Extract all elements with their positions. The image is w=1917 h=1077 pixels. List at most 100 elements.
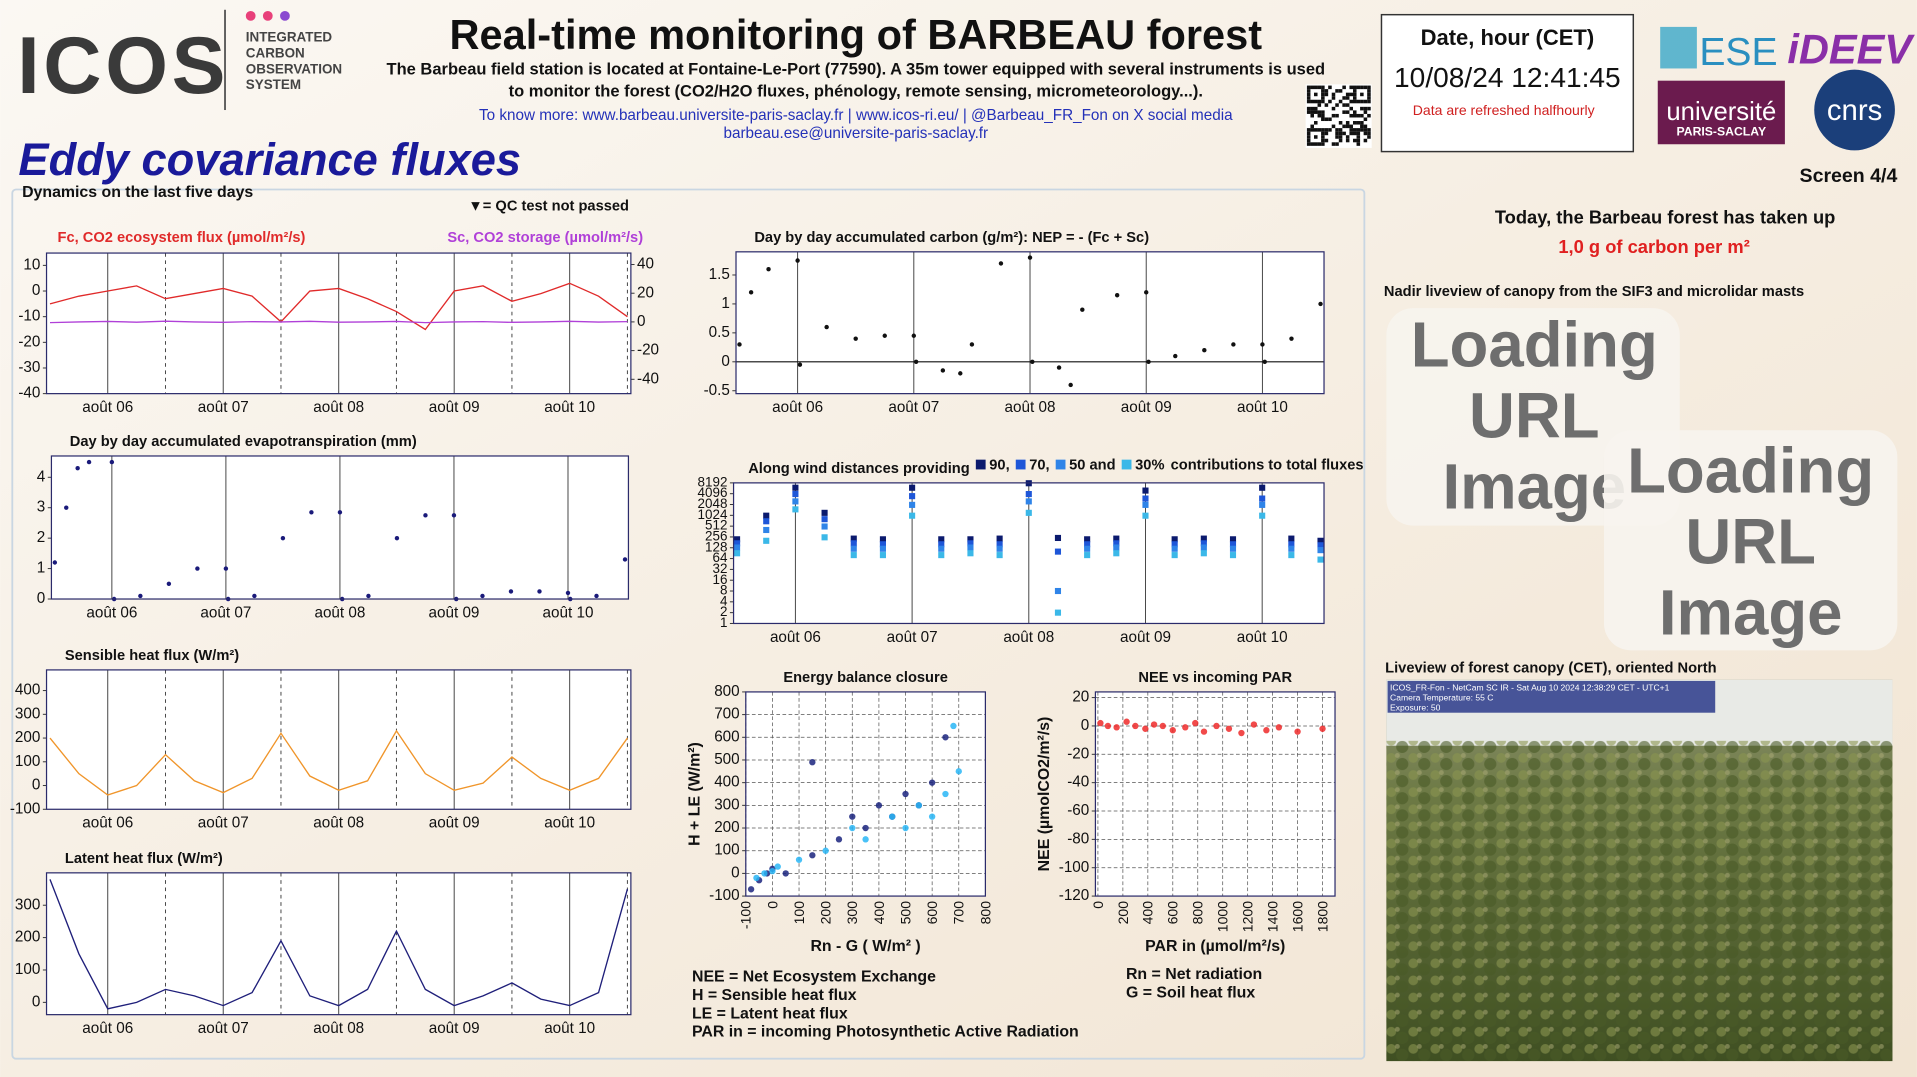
series-line: [49, 729, 628, 796]
point: [1225, 725, 1233, 732]
point: [1169, 727, 1176, 734]
qr-cell: [1310, 124, 1314, 129]
x-tick-label: août 06: [770, 629, 821, 646]
point: [1132, 722, 1139, 730]
cnrs-logo: cnrs: [1827, 94, 1882, 127]
point: [1056, 365, 1062, 370]
qr-cell: [1306, 138, 1311, 143]
x-tick-label: 100: [791, 901, 807, 925]
point: [938, 545, 945, 552]
point: [1200, 540, 1207, 547]
ups-logo: université: [1666, 98, 1776, 126]
qr-cell: [1317, 142, 1322, 146]
point: [853, 336, 858, 341]
x-axis-label: PAR in (µmol/m²/s): [1145, 938, 1285, 955]
point: [1192, 719, 1199, 727]
point: [998, 261, 1004, 266]
y-tick-label: 1024: [698, 507, 728, 522]
qr-cell: [1345, 138, 1350, 143]
chart: août 06 août 07 août 08 août 09 août 10 300 20…: [15, 851, 632, 1037]
qr-cell: [1317, 110, 1322, 114]
y2-tick-label: -40: [637, 370, 659, 387]
point: [913, 359, 919, 365]
point: [824, 324, 829, 330]
point: [480, 593, 485, 599]
qr-cell: [1313, 110, 1318, 114]
x-tick-label: août 10: [544, 815, 595, 832]
point: [1142, 487, 1149, 494]
x-tick-label: août 09: [429, 815, 480, 832]
ese-icon: [1660, 26, 1697, 69]
y-tick-label: 64: [712, 550, 727, 565]
point: [850, 540, 857, 547]
point: [938, 536, 945, 543]
qr-cell: [1331, 113, 1336, 118]
point: [1260, 342, 1265, 347]
point: [1025, 498, 1032, 505]
y-tick-label: 0: [721, 353, 730, 370]
qr-cell: [1317, 103, 1322, 107]
qr-cell: [1321, 92, 1325, 97]
point: [1317, 556, 1324, 563]
qr-cell: [1342, 110, 1346, 114]
point: [734, 540, 741, 547]
qr-cell: [1352, 128, 1357, 132]
qr-cell: [1331, 124, 1336, 129]
qr-cell: [1313, 135, 1318, 139]
y-tick-label: 0: [32, 993, 41, 1010]
qr-cell: [1360, 128, 1364, 132]
y-tick-label: 2048: [698, 496, 728, 511]
point: [795, 856, 803, 863]
qr-cell: [1335, 131, 1339, 136]
qr-code: [1305, 84, 1372, 148]
point: [394, 535, 400, 541]
qr-cell: [1352, 89, 1357, 93]
qr-cell: [1338, 89, 1343, 93]
qr-cell: [1306, 96, 1311, 100]
point: [850, 535, 857, 542]
x-axis-label: Rn - G ( W/m² ): [810, 938, 920, 955]
point: [1200, 535, 1207, 542]
qr-cell: [1328, 99, 1332, 104]
y-tick-label: 2: [37, 529, 46, 546]
y-tick-label: 400: [15, 682, 40, 699]
y-tick-label: 10: [23, 256, 40, 273]
qr-cell: [1363, 117, 1368, 122]
logo-subtitle: CARBON: [246, 45, 305, 60]
qr-cell: [1317, 128, 1322, 132]
point: [996, 545, 1003, 552]
qr-cell: [1367, 89, 1371, 93]
x-tick-label: 500: [897, 901, 913, 925]
y-tick-label: 20: [1072, 689, 1089, 706]
qr-cell: [1360, 92, 1364, 97]
ese-logo: ESE: [1699, 31, 1777, 74]
qr-cell: [1352, 92, 1357, 97]
qr-cell: [1356, 99, 1361, 104]
chart-title: Along wind distances providing: [748, 461, 969, 477]
qr-cell: [1345, 124, 1350, 129]
point: [1068, 382, 1073, 388]
y2-tick-label: 40: [637, 256, 654, 273]
qr-cell: [1335, 135, 1339, 139]
point: [955, 768, 962, 775]
point: [734, 550, 741, 557]
legend-swatch: [975, 459, 986, 470]
point: [879, 536, 886, 543]
point: [1025, 491, 1032, 498]
qr-cell: [1321, 138, 1325, 143]
series-line: [49, 282, 628, 331]
qr-cell: [1306, 85, 1311, 90]
qr-cell: [1360, 124, 1364, 129]
point: [1084, 541, 1091, 548]
point: [537, 589, 542, 594]
point: [782, 870, 789, 877]
qr-cell: [1352, 85, 1357, 90]
qr-cell: [1367, 106, 1371, 111]
point: [109, 459, 115, 465]
point: [809, 852, 816, 859]
point: [1150, 721, 1158, 728]
point: [766, 266, 771, 272]
page-title: Real-time monitoring of BARBEAU forest: [450, 11, 1263, 58]
legend-label: 30%: [1135, 457, 1164, 473]
point: [822, 847, 829, 854]
